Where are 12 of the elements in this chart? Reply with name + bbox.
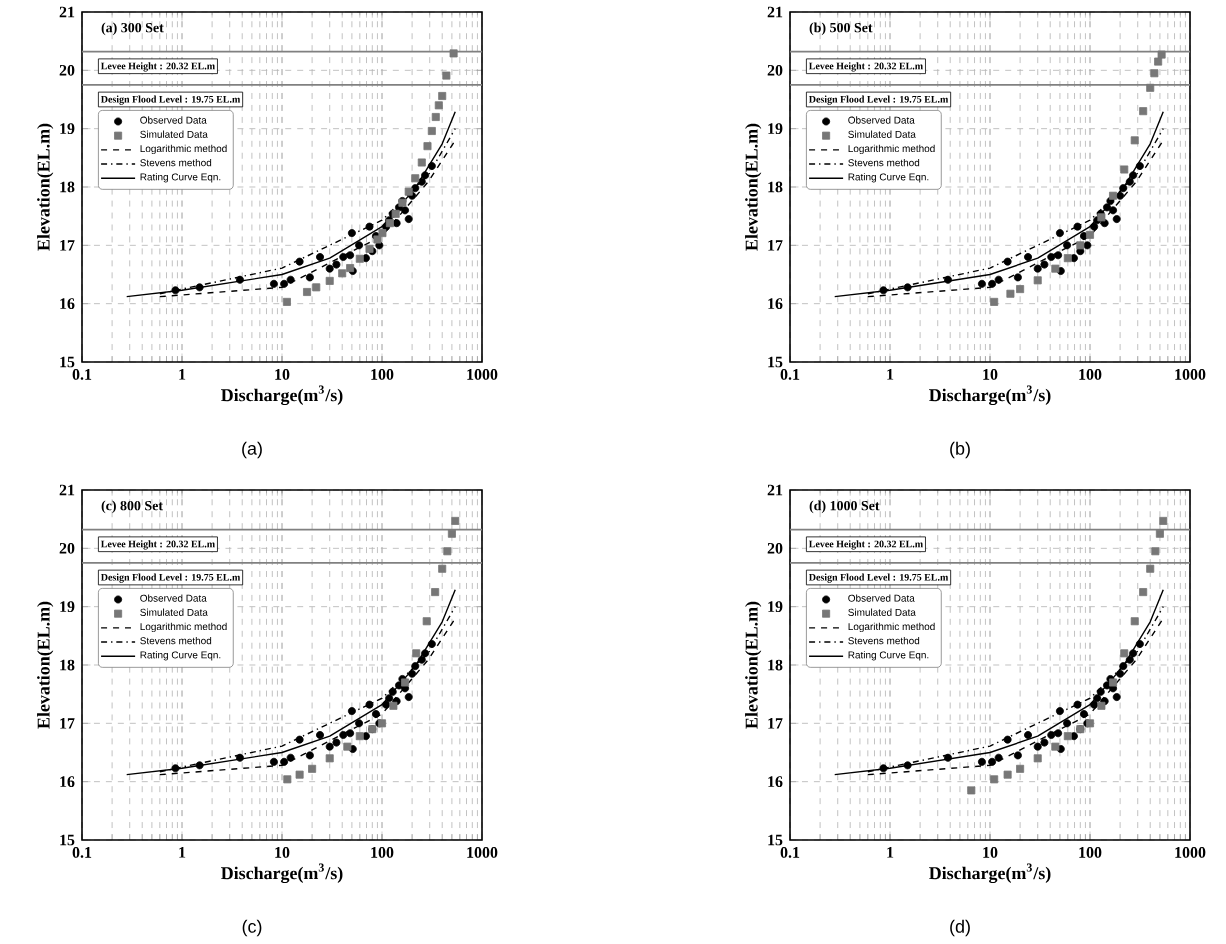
x-axis-title: Discharge(m$^{3}$/s) bbox=[221, 863, 343, 884]
x-axis-title: Discharge(m$^{3}$/s) bbox=[929, 863, 1051, 884]
text: (c) bbox=[242, 919, 262, 937]
y-axis-title: Elevation(EL.m) bbox=[37, 123, 54, 251]
x-axis-title: Discharge(m$^{3}$/s) bbox=[221, 385, 343, 406]
text: (d) bbox=[950, 919, 970, 937]
y-axis-title: Elevation(EL.m) bbox=[37, 601, 54, 729]
y-axis-title: Elevation(EL.m) bbox=[745, 601, 762, 729]
text: (b) bbox=[950, 441, 970, 459]
text: (a) bbox=[242, 441, 262, 459]
y-axis-title: Elevation(EL.m) bbox=[745, 123, 762, 251]
x-axis-title: Discharge(m$^{3}$/s) bbox=[929, 385, 1051, 406]
